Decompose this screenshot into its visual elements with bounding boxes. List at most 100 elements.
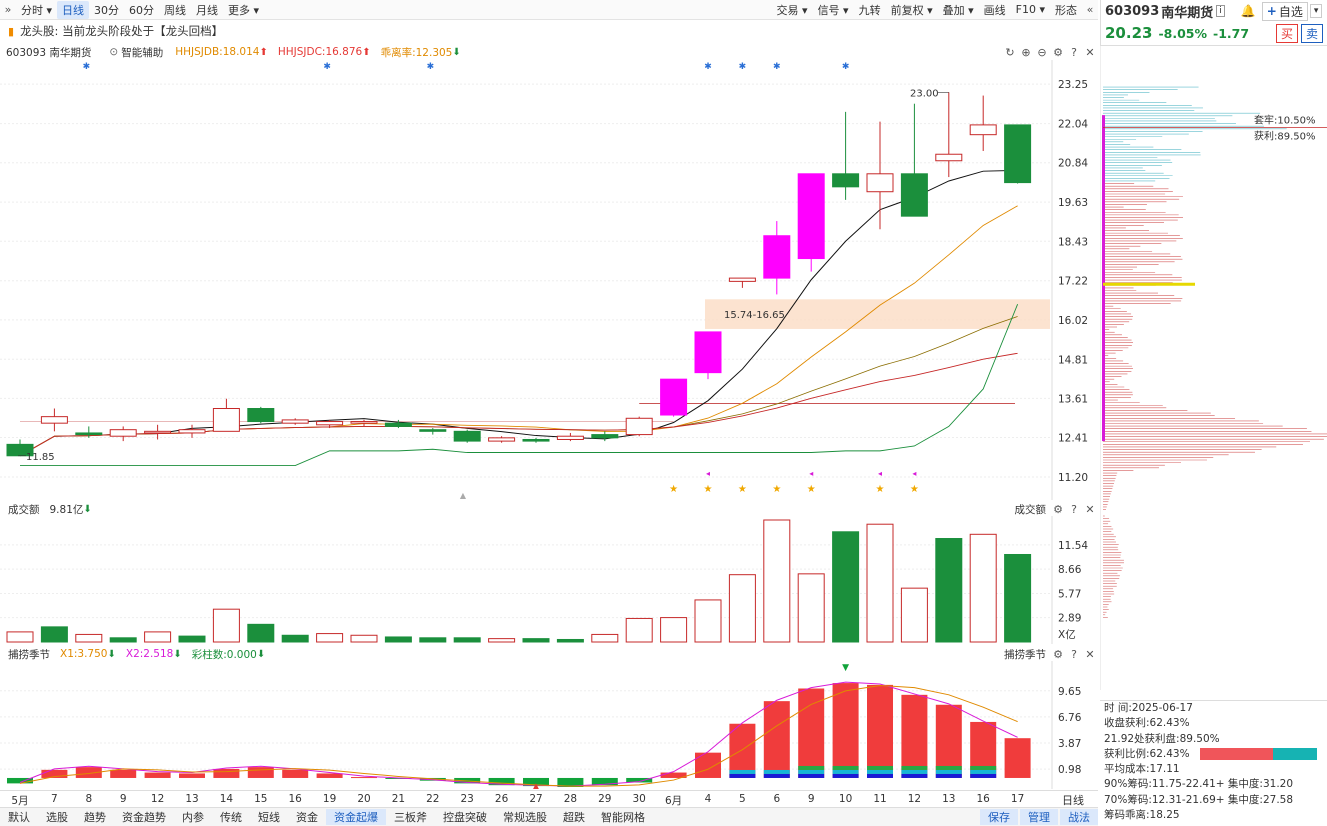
candle[interactable] [212,398,240,432]
tool-4[interactable]: 叠加 ▾ [942,3,974,17]
gear-icon[interactable]: ⚙ [1053,45,1063,59]
refresh-icon[interactable]: ↻ [1005,45,1015,59]
volume-unit: X亿 [1058,628,1076,641]
candle[interactable] [40,408,68,432]
season-header: 捕捞季节 X1:3.750 ⬇ X2:2.518 ⬇ 彩柱数:0.000 ⬇ 捕捞季节… [0,647,1098,661]
date-label: 5月 [11,795,29,807]
gear-icon[interactable]: ⚙ [1053,502,1063,516]
season-tick-label: 0.98 [1058,764,1081,776]
help-icon[interactable]: ? [1071,502,1077,516]
close-icon[interactable]: ✕ [1085,502,1095,516]
add-self-select-button[interactable]: + 自选 [1261,1,1308,21]
bottom-tab[interactable]: 选股 [46,811,68,824]
season-title: 捕捞季节 [8,648,50,661]
bottom-tab[interactable]: 常规选股 [503,811,547,824]
assist-toggle-icon[interactable]: ⊙ [109,46,119,58]
candle[interactable] [866,121,894,230]
candle[interactable] [75,426,103,438]
bottom-tab[interactable]: 传统 [220,811,242,824]
period-5[interactable]: 月线 [196,3,219,17]
candle[interactable] [144,424,172,440]
help-icon[interactable]: ? [1071,45,1077,59]
candle[interactable] [419,428,447,435]
tool-3[interactable]: 前复权 ▾ [890,3,933,17]
candle[interactable] [832,111,860,200]
bell-icon[interactable]: 🔔 [1240,4,1256,18]
period-4[interactable]: 周线 [164,3,187,17]
candle[interactable] [350,419,378,427]
candle[interactable] [591,431,619,442]
period-3[interactable]: 60分 [129,3,155,17]
candle[interactable] [316,419,344,429]
candlestick-chart[interactable]: 23.25 22.04 20.84 19.63 18.43 17.22 16.02 14.81… [0,60,1098,500]
tool-7[interactable]: 形态 [1055,3,1077,17]
candle[interactable] [453,429,481,443]
bottom-tab[interactable]: 智能网格 [601,811,645,824]
period-0[interactable]: 分时 ▾ [21,3,53,17]
bottom-action[interactable]: 保存 [980,809,1018,825]
bottom-tab[interactable]: 超跌 [563,811,585,824]
candle[interactable] [728,277,756,288]
bottom-tab[interactable]: 资金 [296,811,318,824]
gear-icon[interactable]: ⚙ [1053,647,1063,661]
candle[interactable] [384,419,412,429]
tool-2[interactable]: 九转 [858,3,881,17]
dropdown-icon[interactable]: ▾ [1309,4,1323,18]
bottom-tab[interactable]: 短线 [258,811,280,824]
period-1[interactable]: 日线 [57,0,90,19]
bottom-tab[interactable]: 趋势 [84,811,106,824]
tool-6[interactable]: F10 ▾ [1015,3,1045,16]
candle[interactable] [797,173,825,272]
candle[interactable] [247,406,275,424]
candle[interactable] [281,418,309,425]
candle[interactable] [109,426,137,442]
season-bar [213,768,240,778]
help-icon[interactable]: ? [1071,647,1077,661]
close-icon[interactable]: ✕ [1085,45,1095,59]
price-tick-label: 11.20 [1058,472,1088,484]
tool-5[interactable]: 画线 [983,3,1006,17]
date-label: 12 [907,793,922,805]
zoom-in-icon[interactable]: ⊕ [1021,45,1031,59]
bottom-tab[interactable]: 资金起爆 [326,809,386,825]
candle[interactable] [694,331,722,380]
volume-bar [40,626,68,643]
zoom-out-icon[interactable]: ⊖ [1037,45,1047,59]
candle[interactable] [556,432,584,442]
bottom-tab[interactable]: 三板斧 [394,811,427,824]
candle[interactable] [660,378,688,417]
candle[interactable] [1004,124,1032,184]
tool-0[interactable]: 交易 ▾ [776,3,808,17]
buy-button[interactable]: 买 [1275,23,1298,43]
candle[interactable] [969,95,997,151]
date-label: 28 [563,793,578,805]
tool-1[interactable]: 信号 ▾ [817,3,849,17]
flag-marker: ◂ [809,469,813,478]
period-6[interactable]: 更多 ▾ [228,3,260,17]
bottom-tab[interactable]: 默认 [8,811,30,824]
hhjsjdb-value: HHJSJDB:18.014 [175,46,260,58]
bottom-tab[interactable]: 控盘突破 [443,811,487,824]
candle[interactable] [522,437,550,443]
candle[interactable] [900,103,928,217]
close-icon[interactable]: ✕ [1085,647,1095,661]
candle[interactable] [178,424,206,438]
bottom-tab[interactable]: 资金趋势 [122,811,166,824]
double-chevron-right-icon[interactable]: » [4,3,12,16]
sell-button[interactable]: 卖 [1300,23,1323,43]
star-marker: ★ [772,484,781,495]
candle[interactable] [763,221,791,295]
bottom-action[interactable]: 战法 [1060,809,1098,825]
candle[interactable] [935,92,963,178]
bottom-action[interactable]: 管理 [1020,809,1058,825]
season-bar [351,777,377,779]
bottom-tab[interactable]: 内参 [182,811,204,824]
collapse-icon[interactable]: ▲ [460,491,467,500]
period-2[interactable]: 30分 [94,3,120,17]
period-label[interactable]: 日线 [1062,794,1084,807]
double-chevron-left-icon[interactable]: « [1086,3,1094,16]
assist-label[interactable]: 智能辅助 [121,46,164,59]
candle[interactable] [488,436,516,443]
info-icon[interactable]: i [1216,5,1225,17]
candle[interactable] [625,416,653,437]
